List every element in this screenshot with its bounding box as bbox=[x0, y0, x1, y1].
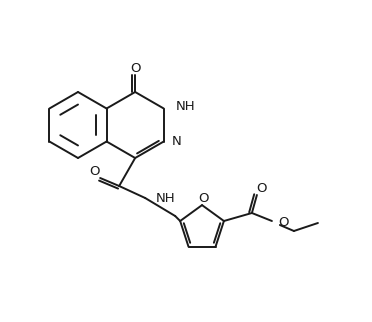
Text: NH: NH bbox=[176, 100, 195, 113]
Text: O: O bbox=[257, 182, 267, 194]
Text: O: O bbox=[198, 192, 208, 204]
Text: NH: NH bbox=[156, 192, 176, 204]
Text: O: O bbox=[89, 165, 99, 177]
Text: N: N bbox=[172, 135, 182, 148]
Text: O: O bbox=[130, 62, 140, 74]
Text: O: O bbox=[278, 215, 288, 229]
